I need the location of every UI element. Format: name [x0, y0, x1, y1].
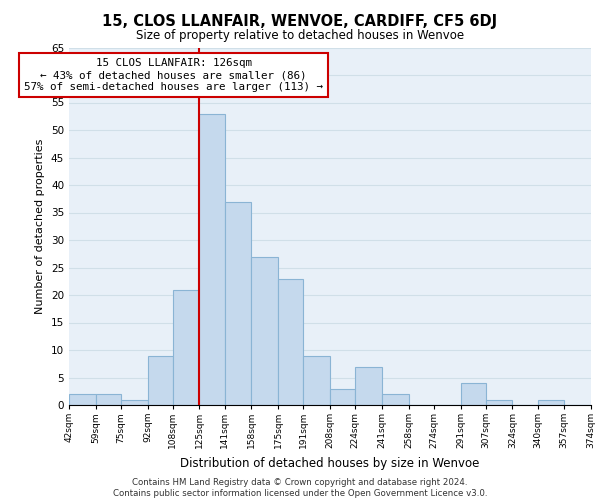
Bar	[591, 400, 600, 405]
Bar	[278, 278, 303, 405]
Bar	[485, 400, 512, 405]
Bar	[251, 256, 278, 405]
Y-axis label: Number of detached properties: Number of detached properties	[35, 138, 46, 314]
Bar	[461, 383, 485, 405]
Bar	[382, 394, 409, 405]
Text: 15, CLOS LLANFAIR, WENVOE, CARDIFF, CF5 6DJ: 15, CLOS LLANFAIR, WENVOE, CARDIFF, CF5 …	[103, 14, 497, 29]
Bar	[69, 394, 96, 405]
Text: Size of property relative to detached houses in Wenvoe: Size of property relative to detached ho…	[136, 28, 464, 42]
Bar	[538, 400, 564, 405]
Bar	[303, 356, 330, 405]
Bar	[224, 202, 251, 405]
Bar	[355, 366, 382, 405]
Bar	[148, 356, 173, 405]
Text: 15 CLOS LLANFAIR: 126sqm
← 43% of detached houses are smaller (86)
57% of semi-d: 15 CLOS LLANFAIR: 126sqm ← 43% of detach…	[24, 58, 323, 92]
Text: Contains HM Land Registry data © Crown copyright and database right 2024.
Contai: Contains HM Land Registry data © Crown c…	[113, 478, 487, 498]
X-axis label: Distribution of detached houses by size in Wenvoe: Distribution of detached houses by size …	[181, 456, 479, 469]
Bar	[96, 394, 121, 405]
Bar	[330, 388, 355, 405]
Bar	[173, 290, 199, 405]
Bar	[121, 400, 148, 405]
Bar	[199, 114, 224, 405]
